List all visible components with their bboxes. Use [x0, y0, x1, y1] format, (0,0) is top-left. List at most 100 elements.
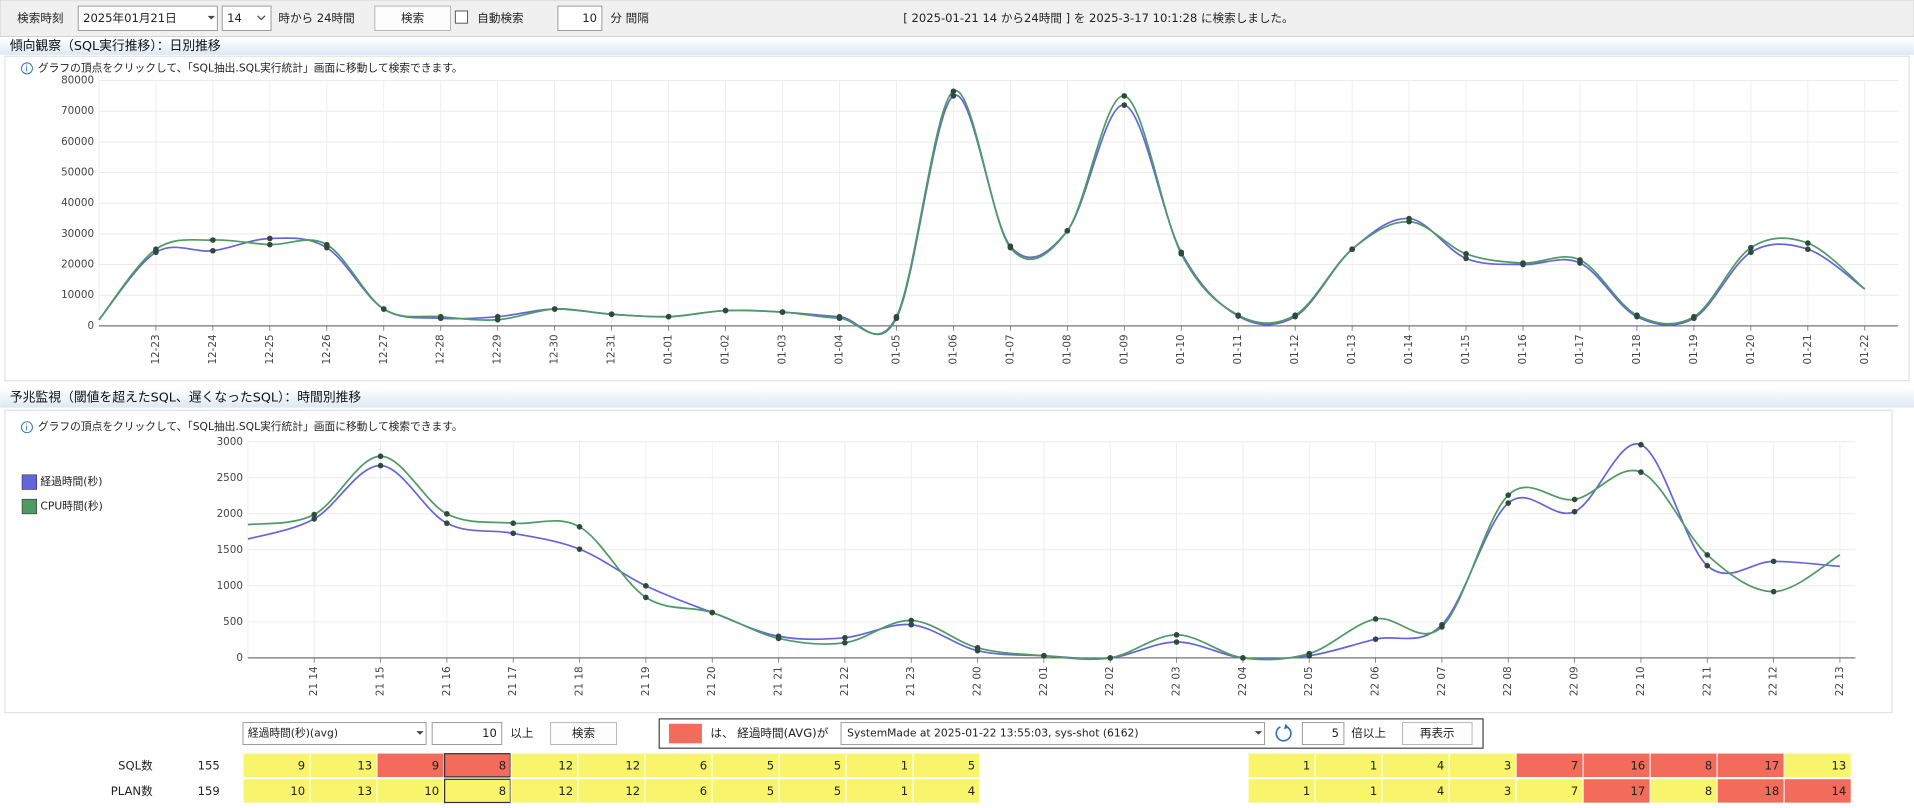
data-point[interactable] [510, 520, 517, 527]
data-point[interactable] [444, 511, 450, 517]
count-cell[interactable] [309, 778, 378, 804]
data-point[interactable] [950, 93, 957, 99]
ratio-input[interactable] [1301, 722, 1345, 746]
data-point[interactable] [1770, 558, 1777, 565]
data-point[interactable] [210, 247, 216, 254]
data-point[interactable] [1520, 260, 1526, 266]
data-point[interactable] [1505, 500, 1512, 506]
data-point[interactable] [643, 583, 649, 589]
data-point[interactable] [1406, 218, 1412, 225]
search-button[interactable] [374, 5, 451, 32]
data-point[interactable] [494, 316, 501, 323]
count-cell[interactable] [1448, 752, 1517, 778]
data-point[interactable] [444, 520, 450, 527]
filter-search-button[interactable] [550, 722, 617, 746]
data-point[interactable] [576, 546, 583, 552]
data-point[interactable] [722, 307, 729, 314]
data-point[interactable] [1704, 562, 1711, 569]
data-point[interactable] [1571, 496, 1578, 503]
auto-search-checkbox[interactable] [454, 10, 469, 24]
count-cell[interactable] [1515, 752, 1584, 778]
count-cell[interactable] [1649, 778, 1718, 804]
data-point[interactable] [842, 639, 848, 646]
count-cell[interactable] [1582, 752, 1651, 778]
data-point[interactable] [1121, 93, 1128, 99]
data-point[interactable] [1178, 251, 1185, 257]
count-cell[interactable] [242, 778, 311, 804]
data-point[interactable] [510, 530, 517, 537]
data-point[interactable] [377, 453, 384, 460]
data-point[interactable] [1372, 636, 1379, 642]
count-cell[interactable] [845, 778, 914, 804]
data-point[interactable] [665, 313, 672, 320]
data-point[interactable] [267, 235, 273, 242]
data-point[interactable] [1805, 240, 1811, 246]
data-point[interactable] [1107, 655, 1114, 661]
data-point[interactable] [210, 237, 216, 243]
data-point[interactable] [842, 634, 848, 641]
data-point[interactable] [380, 306, 387, 312]
count-cell[interactable] [912, 752, 981, 778]
data-point[interactable] [311, 511, 318, 518]
threshold-input[interactable] [431, 722, 503, 746]
snapshot-select[interactable] [840, 722, 1266, 746]
data-point[interactable] [1463, 251, 1469, 257]
data-point[interactable] [1638, 469, 1644, 475]
data-point[interactable] [1634, 312, 1640, 318]
data-point[interactable] [608, 311, 615, 318]
data-point[interactable] [974, 644, 981, 651]
data-point[interactable] [551, 306, 558, 312]
data-point[interactable] [1349, 246, 1355, 253]
count-cell[interactable] [1716, 752, 1785, 778]
data-point[interactable] [1439, 624, 1445, 630]
count-cell[interactable] [1314, 778, 1383, 804]
data-point[interactable] [1007, 244, 1014, 251]
data-point[interactable] [1748, 244, 1754, 251]
count-cell[interactable] [1716, 778, 1785, 804]
data-point[interactable] [775, 635, 782, 642]
data-point[interactable] [779, 309, 786, 315]
data-point[interactable] [153, 246, 159, 253]
data-point[interactable] [908, 617, 915, 624]
data-point[interactable] [1748, 249, 1754, 256]
data-point[interactable] [893, 313, 900, 320]
data-point[interactable] [1571, 508, 1578, 515]
data-point[interactable] [1240, 655, 1246, 661]
metric-select[interactable] [242, 722, 427, 746]
data-point[interactable] [576, 524, 583, 530]
count-cell[interactable] [510, 752, 579, 778]
count-cell[interactable] [1314, 752, 1383, 778]
data-point[interactable] [324, 241, 330, 248]
count-cell[interactable] [644, 752, 713, 778]
data-point[interactable] [643, 594, 649, 601]
date-select[interactable] [77, 5, 218, 32]
data-point[interactable] [1173, 632, 1180, 638]
data-point[interactable] [1064, 228, 1071, 234]
data-point[interactable] [709, 609, 716, 616]
count-cell[interactable] [1783, 778, 1852, 804]
data-point[interactable] [1577, 257, 1583, 263]
data-point[interactable] [1292, 312, 1298, 318]
count-cell[interactable] [309, 752, 378, 778]
redisplay-button[interactable] [1402, 722, 1473, 746]
data-point[interactable] [1770, 588, 1777, 595]
count-cell[interactable] [912, 778, 981, 804]
count-cell[interactable] [1381, 752, 1450, 778]
data-point[interactable] [1691, 313, 1697, 320]
count-cell[interactable] [1448, 778, 1517, 804]
count-cell[interactable] [778, 778, 847, 804]
count-cell[interactable] [1582, 778, 1651, 804]
count-cell[interactable] [1247, 778, 1316, 804]
data-point[interactable] [1638, 441, 1644, 448]
count-cell[interactable] [778, 752, 847, 778]
data-point[interactable] [908, 621, 915, 628]
data-point[interactable] [1306, 650, 1313, 657]
data-point[interactable] [1372, 616, 1379, 622]
data-point[interactable] [1173, 639, 1180, 645]
count-cell[interactable] [577, 778, 646, 804]
count-cell[interactable] [376, 752, 445, 778]
data-point[interactable] [267, 241, 273, 248]
count-cell[interactable] [443, 778, 512, 804]
data-point[interactable] [311, 516, 318, 522]
data-point[interactable] [1805, 246, 1811, 253]
